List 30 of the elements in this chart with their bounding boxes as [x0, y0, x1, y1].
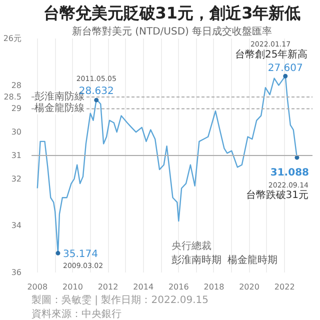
- y-tick-label: 28.5: [4, 92, 22, 102]
- x-tick-label: 2020: [239, 282, 260, 292]
- annotation: 31.088: [270, 168, 310, 179]
- annotation: 楊金龍時期: [228, 254, 278, 266]
- text: 製圖：吳敏雯 | 製作日期：2022.09.15: [32, 294, 208, 306]
- y-tick-label: 29: [11, 104, 22, 114]
- y-tick-label: 26元: [3, 34, 22, 43]
- y-tick-label: 31: [11, 151, 22, 160]
- annotation: 台幣創25年新高: [235, 48, 308, 61]
- y-tick-label: 32: [11, 174, 22, 184]
- x-tick-label: 2018: [204, 282, 224, 292]
- x-tick-label: 2008: [27, 282, 48, 292]
- x-tick-label: 2016: [168, 282, 189, 292]
- annotation: 35.174: [62, 249, 98, 260]
- chart-title: 台幣兌美元貶破31元，創近3年新低: [43, 4, 301, 22]
- annotation: 彭淮南時期: [172, 254, 222, 266]
- x-tick-label: 2014: [133, 282, 154, 292]
- x-tick-label: 2022: [274, 282, 295, 292]
- y-tick-label: 34: [11, 221, 22, 230]
- x-tick-label: 2012: [98, 282, 118, 292]
- ref-line-label: 楊金龍防線: [34, 102, 84, 114]
- annotation: 央行總裁: [172, 240, 212, 252]
- annotation: 台幣跌破31元: [246, 189, 309, 201]
- x-tick-label: 2010: [62, 282, 83, 292]
- y-tick-label: 28: [11, 80, 22, 90]
- chart-subtitle: 新台幣對美元 (NTD/USD) 每日成交收盤匯率: [72, 26, 272, 38]
- y-tick-label: 36: [11, 268, 22, 277]
- y-tick-label: 30: [11, 128, 22, 137]
- source-note: 資料來源：中央銀行: [32, 308, 122, 320]
- annotation: 27.607: [268, 63, 303, 74]
